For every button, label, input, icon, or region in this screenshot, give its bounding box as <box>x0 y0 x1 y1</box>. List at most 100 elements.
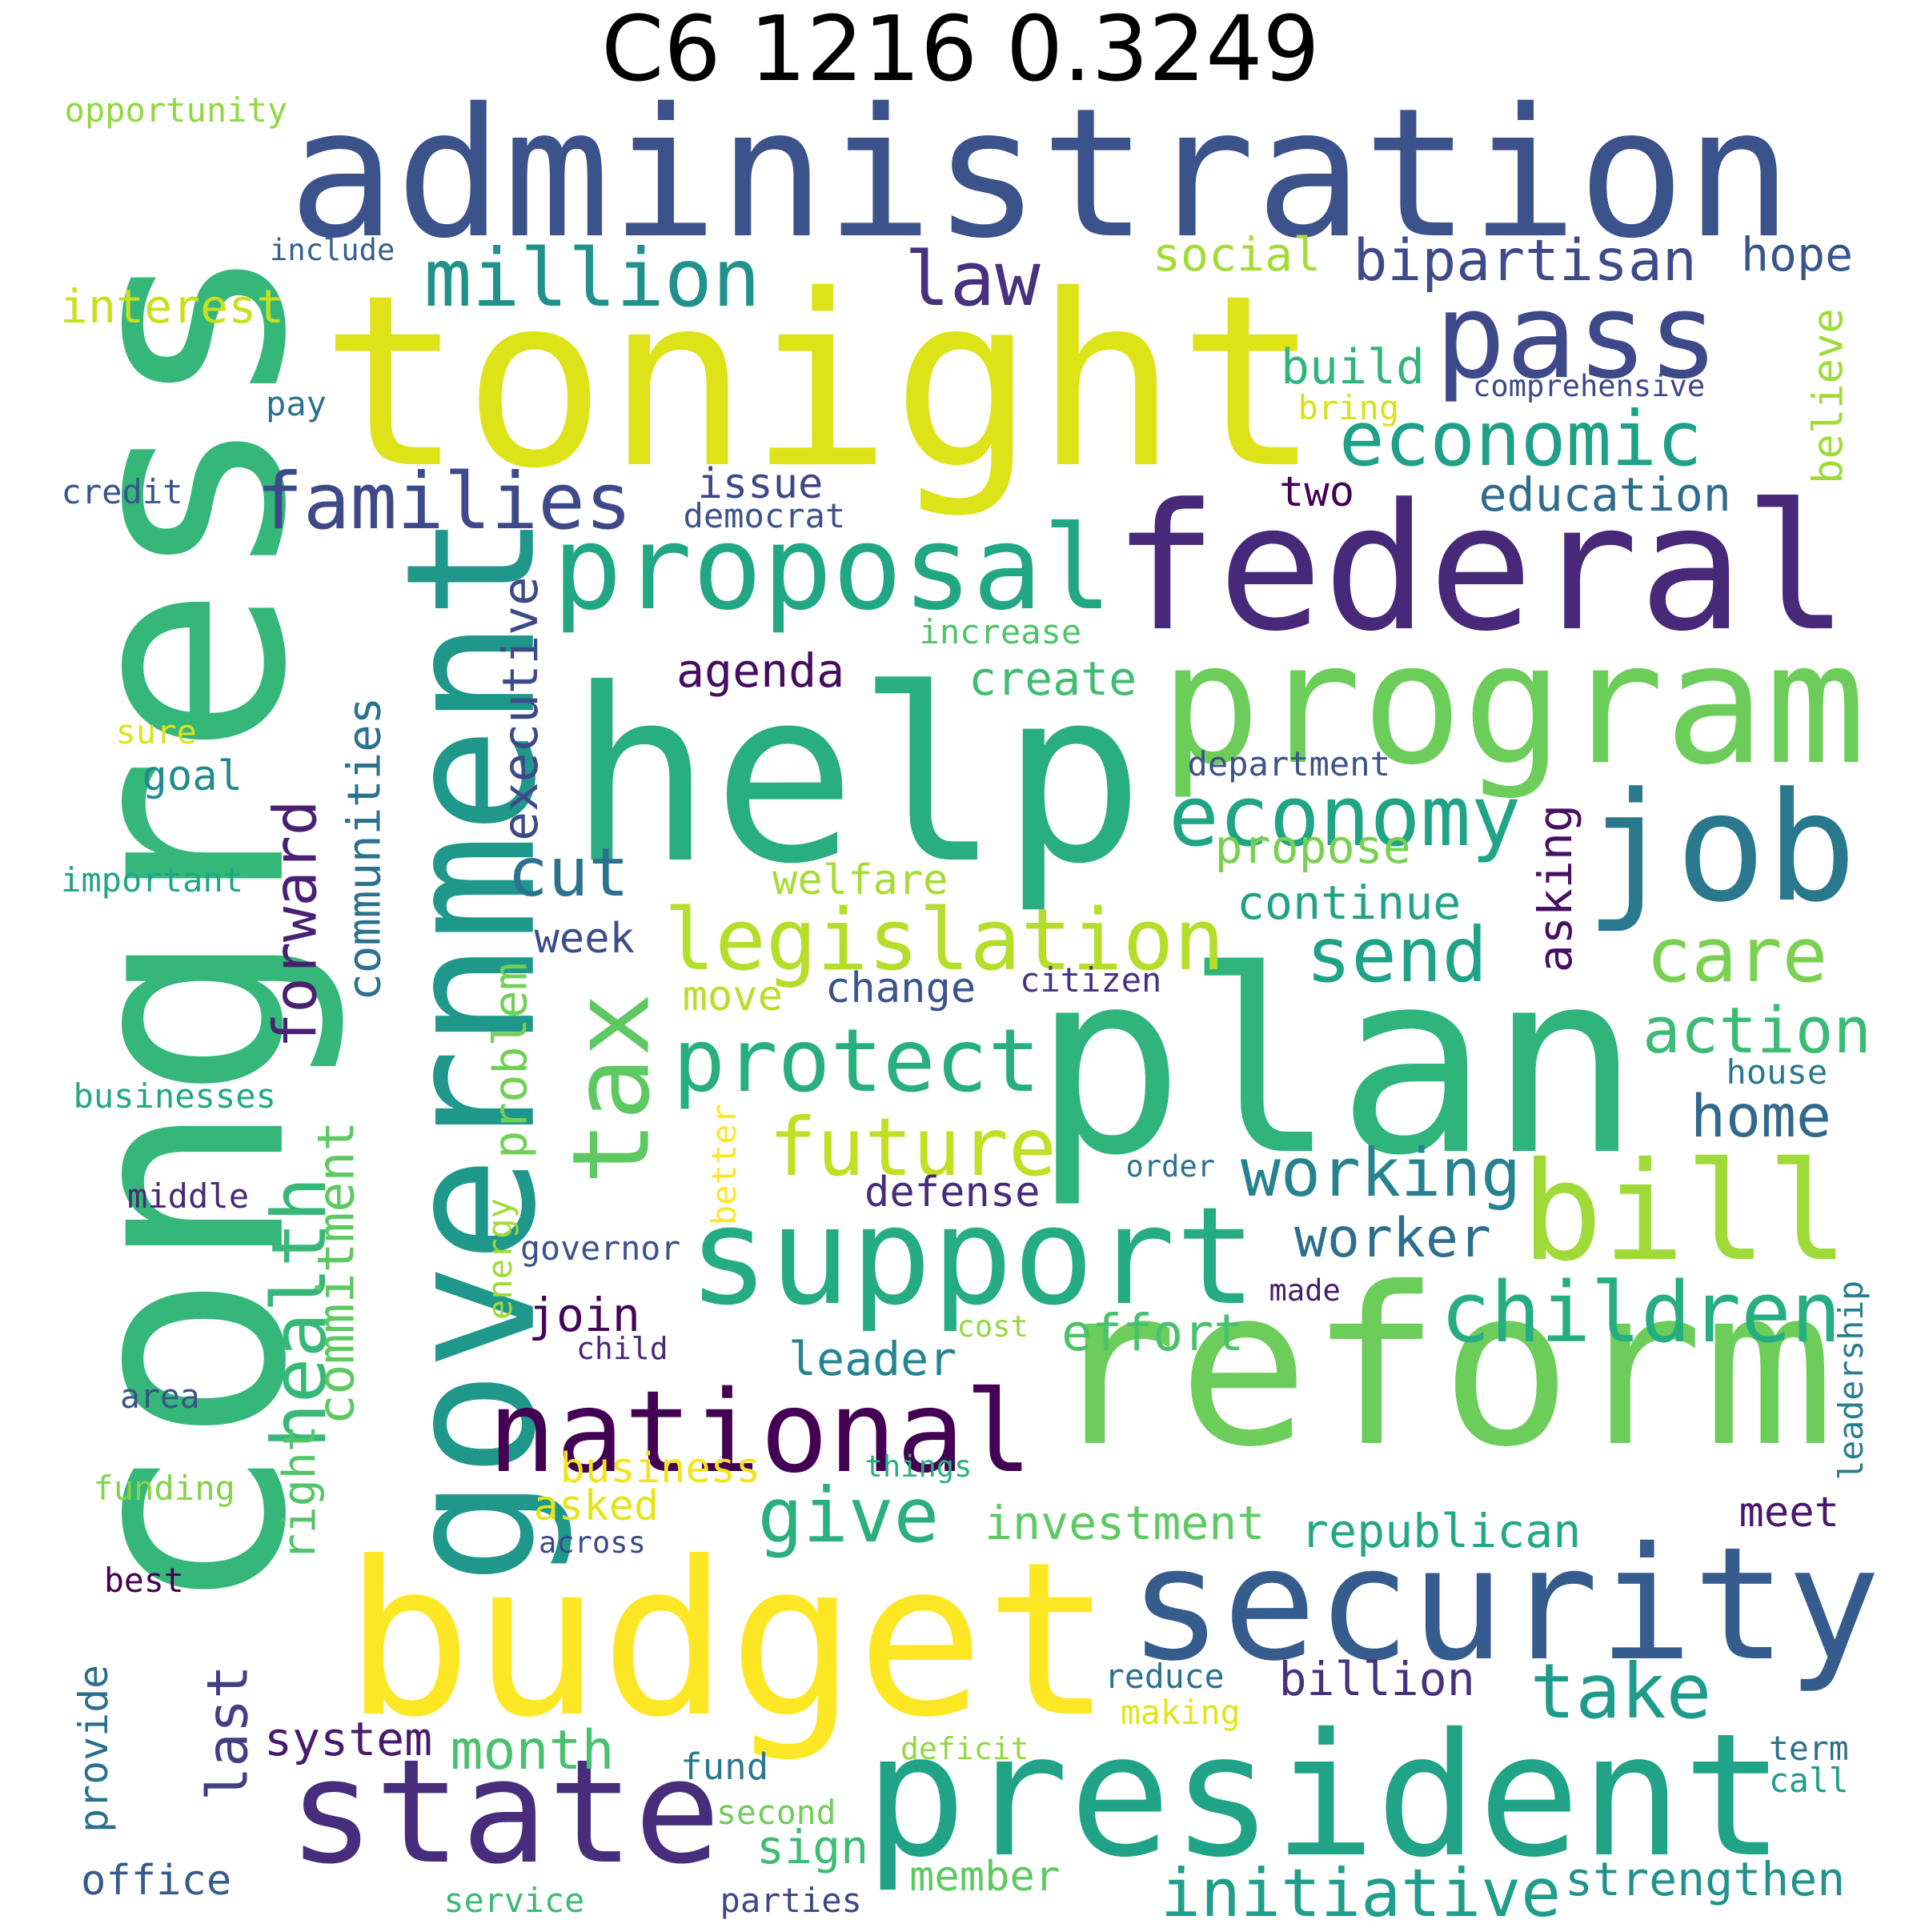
word-parties: parties <box>720 1881 862 1920</box>
word-republican: republican <box>1301 1503 1582 1558</box>
word-program: program <box>1160 607 1867 802</box>
word-take: take <box>1530 1649 1712 1736</box>
word-department: department <box>1187 744 1390 784</box>
word-defense: defense <box>864 1168 1041 1217</box>
word-cost: cost <box>956 1309 1029 1344</box>
word-provide: provide <box>70 1664 117 1833</box>
word-reform: reform <box>1046 1241 1835 1495</box>
word-include: include <box>270 233 395 267</box>
word-move: move <box>682 972 783 1020</box>
word-term: term <box>1769 1729 1849 1768</box>
word-law: law <box>904 236 1041 323</box>
word-children: children <box>1440 1264 1842 1361</box>
word-economy: economy <box>1169 767 1522 865</box>
word-future: future <box>768 1102 1057 1194</box>
word-reduce: reduce <box>1105 1657 1225 1696</box>
word-executive: executive <box>491 575 549 841</box>
word-better: better <box>704 1104 744 1226</box>
word-leader: leader <box>788 1331 957 1386</box>
word-office: office <box>81 1857 232 1905</box>
word-democrat: democrat <box>683 496 846 535</box>
word-initiative: initiative <box>1161 1854 1562 1932</box>
word-bipartisan: bipartisan <box>1353 226 1697 294</box>
word-funding: funding <box>93 1469 235 1508</box>
word-agenda: agenda <box>676 643 845 698</box>
word-bring: bring <box>1297 388 1400 427</box>
word-working: working <box>1241 1133 1522 1212</box>
word-action: action <box>1642 993 1872 1068</box>
word-proposal: proposal <box>552 500 1113 636</box>
word-continue: continue <box>1237 875 1462 930</box>
word-business: business <box>559 1445 761 1493</box>
word-million: million <box>423 231 761 325</box>
word-sign: sign <box>756 1819 869 1874</box>
word-welfare: welfare <box>772 856 948 904</box>
word-meet: meet <box>1739 1489 1839 1537</box>
word-system: system <box>264 1711 433 1766</box>
word-middle: middle <box>127 1176 250 1216</box>
word-leadership: leadership <box>1831 1280 1871 1481</box>
word-month: month <box>450 1718 615 1782</box>
word-care: care <box>1646 912 1828 1000</box>
word-things: things <box>864 1449 973 1484</box>
word-citizen: citizen <box>1020 960 1162 1000</box>
word-budget: budget <box>344 1516 1113 1764</box>
word-help: help <box>568 636 1145 916</box>
word-forward: forward <box>262 800 331 1048</box>
word-send: send <box>1305 912 1488 1000</box>
word-interest: interest <box>60 279 285 334</box>
word-worker: worker <box>1294 1206 1491 1270</box>
word-goal: goal <box>142 752 243 800</box>
word-problem: problem <box>483 962 538 1159</box>
word-support: support <box>688 1177 1257 1335</box>
word-important: important <box>61 860 244 900</box>
word-effort: effort <box>1061 1302 1245 1362</box>
word-week: week <box>534 915 635 963</box>
word-last: last <box>194 1664 261 1801</box>
word-area: area <box>120 1377 200 1416</box>
word-house: house <box>1726 1052 1828 1092</box>
word-home: home <box>1690 1082 1832 1151</box>
word-call: call <box>1769 1761 1849 1800</box>
word-pay: pay <box>266 384 327 423</box>
word-two: two <box>1279 468 1355 516</box>
word-opportunity: opportunity <box>64 90 288 130</box>
word-fund: fund <box>680 1744 769 1788</box>
word-making: making <box>1121 1693 1241 1732</box>
word-governor: governor <box>520 1229 681 1268</box>
word-tax: tax <box>550 992 674 1184</box>
word-job: job <box>1585 760 1857 936</box>
word-administration: administration <box>288 70 1793 278</box>
chart-title: C6 1216 0.3249 <box>601 0 1320 102</box>
word-bill: bill <box>1521 1133 1849 1292</box>
word-increase: increase <box>919 612 1082 651</box>
word-investment: investment <box>985 1495 1265 1550</box>
word-federal: federal <box>1113 467 1849 670</box>
word-economic: economic <box>1339 396 1702 483</box>
word-protect: protect <box>672 1009 1041 1112</box>
word-asking: asking <box>1527 804 1582 973</box>
word-build: build <box>1281 339 1426 395</box>
word-child: child <box>576 1331 668 1366</box>
word-education: education <box>1478 467 1731 522</box>
word-change: change <box>825 964 977 1012</box>
word-state: state <box>288 1729 721 1896</box>
word-best: best <box>104 1561 184 1600</box>
word-believe: believe <box>1804 308 1853 484</box>
word-strengthen: strengthen <box>1565 1851 1846 1906</box>
word-sure: sure <box>115 712 197 752</box>
word-member: member <box>909 1853 1061 1901</box>
word-plan: plan <box>1033 917 1642 1211</box>
word-legislation: legislation <box>664 891 1225 989</box>
word-pass: pass <box>1434 267 1719 405</box>
word-right: right <box>273 1424 326 1561</box>
word-social: social <box>1153 226 1321 282</box>
word-join: join <box>528 1287 640 1342</box>
word-president: president <box>864 1698 1785 1895</box>
word-energy: energy <box>479 1197 519 1320</box>
word-asked: asked <box>533 1482 660 1530</box>
word-give: give <box>757 1473 940 1560</box>
word-billion: billion <box>1278 1651 1475 1706</box>
word-tonight: tonight <box>320 243 1321 520</box>
